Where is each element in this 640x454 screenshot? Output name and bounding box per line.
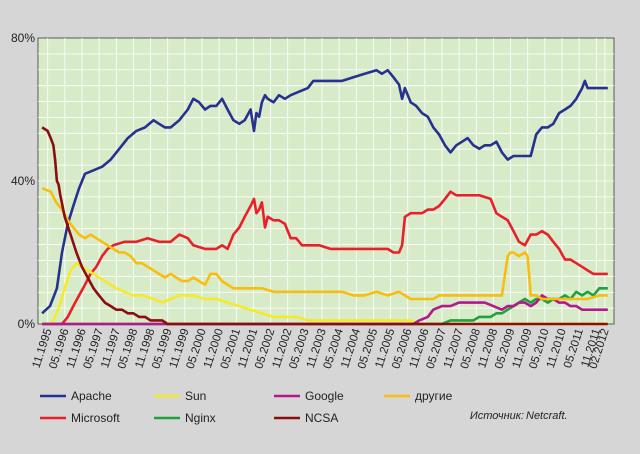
- legend: Apache Sun Google другие Microsoft Nginx NCSA: [40, 389, 453, 425]
- legend-label: Apache: [71, 389, 112, 403]
- legend-item-ncsa: NCSA: [274, 411, 338, 425]
- legend-item-sun: Sun: [154, 389, 206, 403]
- legend-label: Nginx: [185, 411, 216, 425]
- legend-item-google: Google: [274, 389, 344, 403]
- source-value: Netcraft.: [526, 410, 568, 422]
- legend-item-apache: Apache: [40, 389, 112, 403]
- legend-item-другие: другие: [384, 389, 453, 403]
- y-tick-label: 80%: [11, 31, 35, 45]
- legend-label: NCSA: [305, 411, 338, 425]
- source-label: Источник:: [470, 410, 524, 422]
- legend-label: другие: [415, 389, 453, 403]
- series-lines: [41, 68, 608, 326]
- y-tick-label: 40%: [11, 174, 35, 188]
- legend-item-microsoft: Microsoft: [40, 411, 120, 425]
- legend-label: Google: [305, 389, 344, 403]
- series-line-sun: [42, 261, 608, 326]
- series-line-microsoft: [42, 190, 608, 326]
- x-axis: 11.199505.199611.199605.199711.199705.19…: [31, 327, 612, 371]
- legend-label: Microsoft: [71, 411, 120, 425]
- legend-label: Sun: [185, 389, 206, 403]
- y-axis: 0% 40% 80%: [11, 31, 35, 331]
- series-line-apache: [41, 68, 608, 315]
- legend-item-nginx: Nginx: [154, 411, 216, 425]
- series-line-ncsa: [41, 126, 608, 326]
- series-line-google: [42, 294, 608, 326]
- series-line-другие: [41, 186, 608, 301]
- series-line-nginx: [42, 287, 608, 326]
- y-tick-label: 0%: [18, 317, 36, 331]
